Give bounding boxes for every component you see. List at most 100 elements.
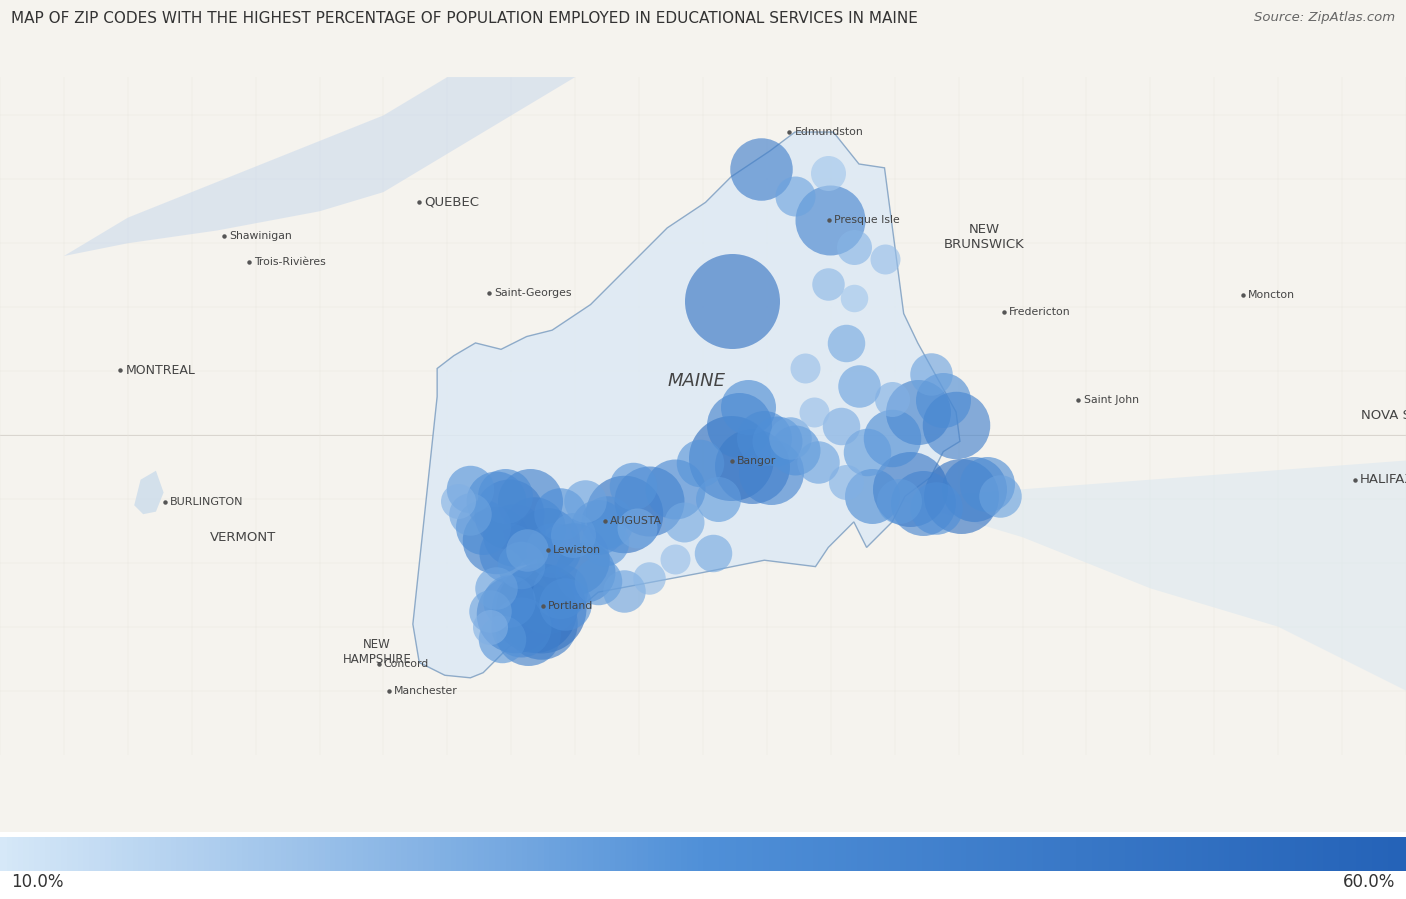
Point	[485, 532, 508, 547]
Text: Trois-Rivières: Trois-Rivières	[254, 257, 326, 267]
Text: Saint-Georges: Saint-Georges	[494, 288, 571, 298]
Point	[783, 443, 806, 458]
Point	[554, 597, 576, 611]
Point	[860, 489, 883, 503]
Point	[491, 632, 513, 646]
Point	[950, 489, 973, 503]
Point	[498, 507, 520, 521]
Point	[702, 546, 724, 560]
Text: HALIFAX: HALIFAX	[1360, 473, 1406, 486]
Text: Edmundston: Edmundston	[794, 127, 863, 137]
Point	[803, 405, 825, 419]
Point	[766, 434, 789, 449]
Point	[855, 444, 877, 458]
Point	[842, 291, 865, 306]
Point	[963, 482, 986, 496]
Point	[818, 213, 841, 227]
Point	[945, 417, 967, 432]
Point	[830, 419, 852, 433]
Point	[460, 482, 482, 496]
Text: NEW
HAMPSHIRE: NEW HAMPSHIRE	[343, 638, 412, 666]
Point	[988, 489, 1011, 503]
Point	[536, 594, 558, 609]
Point	[749, 162, 772, 176]
Polygon shape	[413, 132, 960, 678]
Point	[460, 507, 482, 521]
Point	[548, 583, 571, 598]
Point	[472, 520, 495, 534]
Point	[478, 619, 501, 634]
Point	[807, 455, 830, 469]
Polygon shape	[134, 471, 163, 514]
Text: MONTREAL: MONTREAL	[125, 363, 195, 377]
Point	[907, 405, 929, 419]
Point	[574, 565, 596, 579]
Text: NEW
BRUNSWICK: NEW BRUNSWICK	[943, 223, 1025, 251]
Point	[848, 379, 870, 394]
Point	[494, 489, 516, 503]
Point	[638, 571, 661, 585]
Text: Shawinigan: Shawinigan	[229, 231, 291, 242]
Point	[561, 552, 583, 566]
Point	[720, 450, 742, 465]
Point	[835, 335, 858, 350]
Point	[543, 543, 565, 557]
Point	[593, 535, 616, 549]
Text: MAP OF ZIP CODES WITH THE HIGHEST PERCENTAGE OF POPULATION EMPLOYED IN EDUCATION: MAP OF ZIP CODES WITH THE HIGHEST PERCEN…	[11, 11, 918, 26]
Text: NOVA SCO: NOVA SCO	[1361, 409, 1406, 423]
Point	[689, 456, 711, 470]
Polygon shape	[63, 77, 575, 256]
Point	[626, 521, 648, 536]
Point	[523, 521, 546, 536]
Text: 60.0%: 60.0%	[1343, 873, 1395, 891]
Text: Bangor: Bangor	[737, 456, 776, 466]
Point	[727, 417, 749, 432]
Point	[485, 494, 508, 509]
Point	[817, 277, 839, 291]
Point	[586, 574, 609, 588]
Point	[794, 361, 817, 376]
Point	[817, 165, 839, 180]
Text: Portland: Portland	[548, 601, 593, 611]
Point	[741, 458, 763, 473]
Point	[530, 601, 553, 615]
Text: Lewiston: Lewiston	[553, 545, 600, 555]
Point	[887, 494, 910, 509]
Point	[548, 507, 571, 521]
Polygon shape	[894, 460, 1406, 754]
Point	[485, 581, 508, 595]
Point	[898, 482, 921, 496]
Point	[503, 607, 526, 621]
Point	[882, 392, 904, 406]
Text: BURLINGTON: BURLINGTON	[170, 496, 243, 507]
Point	[498, 594, 520, 609]
Point	[613, 507, 636, 521]
Point	[510, 619, 533, 634]
Text: Manchester: Manchester	[394, 686, 458, 696]
Point	[920, 367, 942, 381]
Text: MAINE: MAINE	[668, 372, 725, 390]
Point	[530, 616, 553, 630]
Text: QUEBEC: QUEBEC	[425, 196, 479, 209]
Point	[911, 495, 934, 510]
Point	[783, 189, 806, 203]
Point	[613, 583, 636, 598]
Text: 10.0%: 10.0%	[11, 873, 63, 891]
Text: Fredericton: Fredericton	[1010, 307, 1071, 316]
Point	[672, 515, 695, 530]
Text: Source: ZipAtlas.com: Source: ZipAtlas.com	[1254, 11, 1395, 23]
Point	[664, 552, 686, 566]
Point	[707, 492, 730, 506]
Text: Saint John: Saint John	[1084, 396, 1139, 405]
Point	[536, 532, 558, 547]
Point	[976, 476, 998, 491]
Point	[446, 494, 468, 509]
Text: Moncton: Moncton	[1249, 290, 1295, 300]
Point	[596, 515, 619, 530]
Text: AUGUSTA: AUGUSTA	[610, 517, 662, 527]
Point	[882, 431, 904, 445]
Text: Concord: Concord	[384, 659, 429, 669]
Point	[759, 465, 782, 479]
Point	[842, 240, 865, 254]
Point	[523, 603, 546, 618]
